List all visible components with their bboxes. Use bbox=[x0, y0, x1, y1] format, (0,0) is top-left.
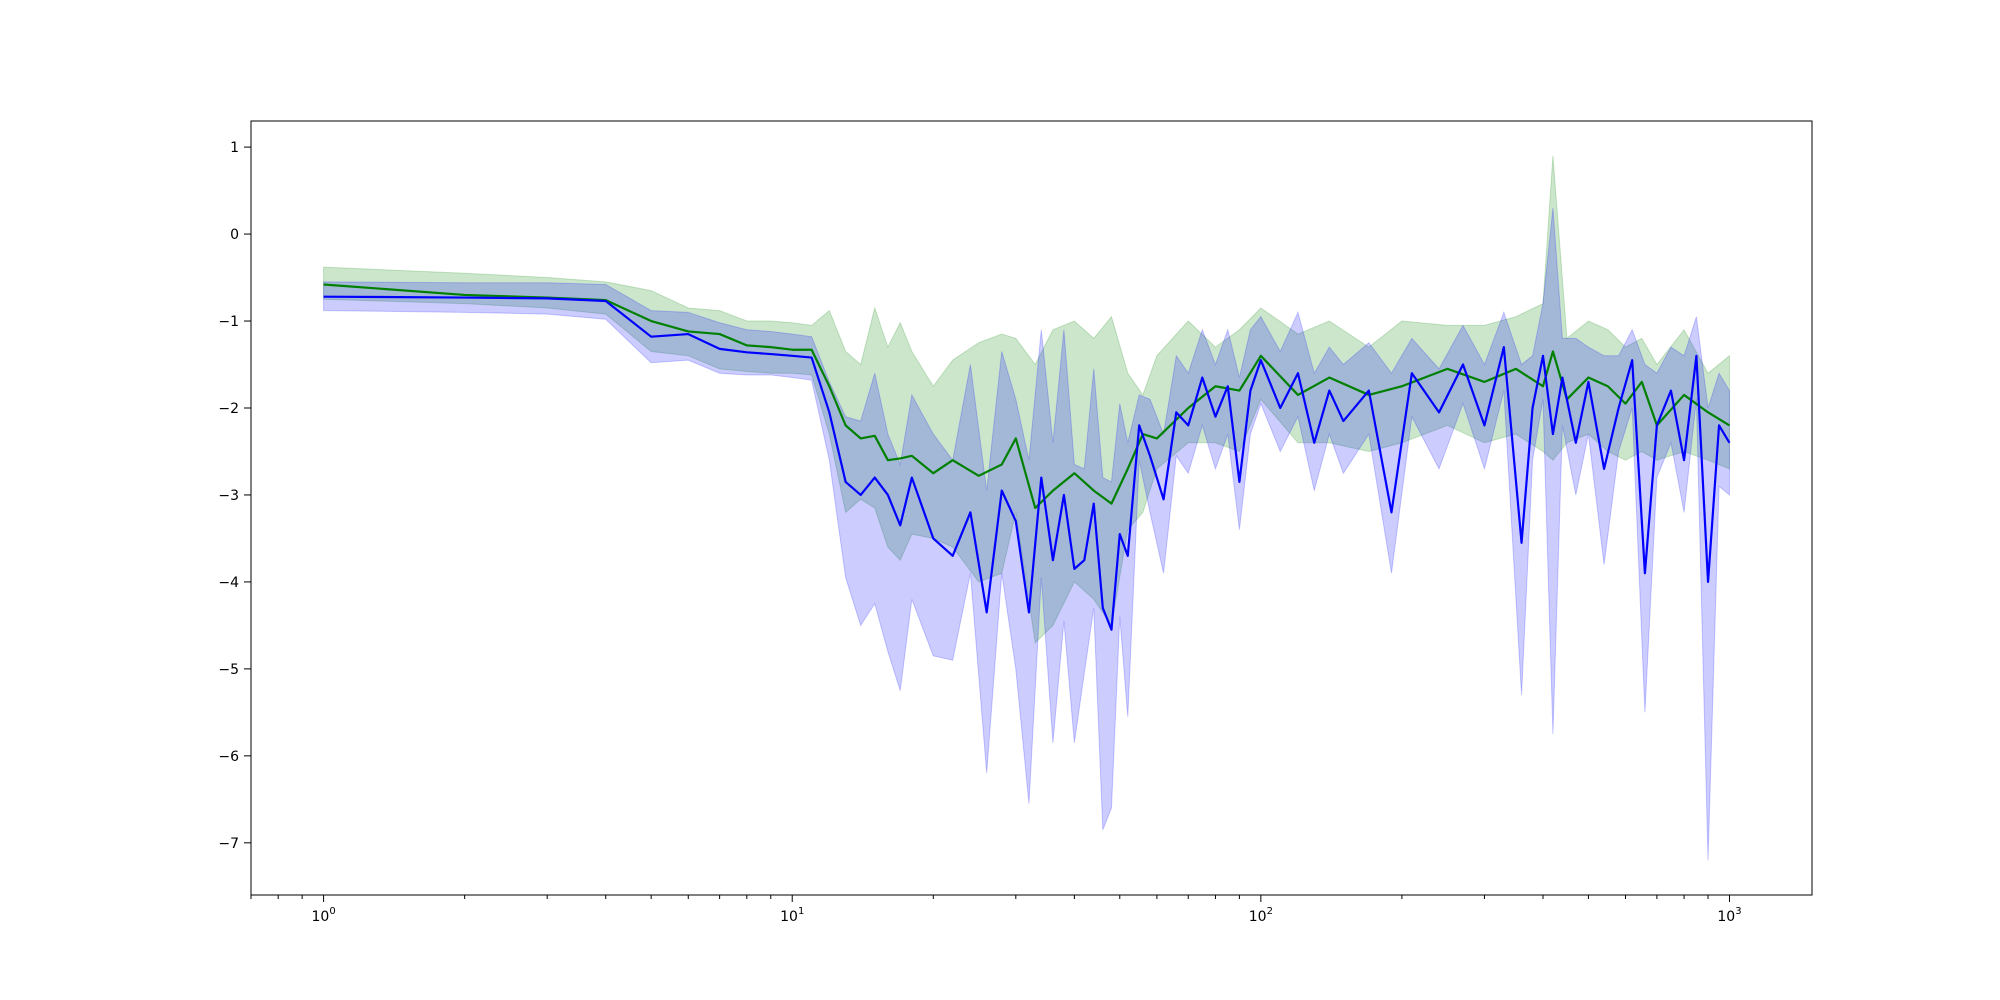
x-tick-label: 101 bbox=[780, 906, 804, 925]
series-2-band bbox=[323, 207, 1730, 861]
y-axis: 1 0 −1 −2 −3 −4 −5 −6 −7 bbox=[218, 140, 251, 852]
plot-area bbox=[251, 121, 1812, 895]
y-tick-label: 1 bbox=[230, 140, 239, 156]
y-tick-label: −1 bbox=[218, 314, 239, 330]
series-1-line bbox=[323, 283, 1731, 510]
y-tick-label: −3 bbox=[218, 488, 239, 504]
y-tick-label: −7 bbox=[218, 836, 239, 852]
x-axis: 100 101 102 103 bbox=[250, 895, 1742, 925]
y-tick-label: −2 bbox=[218, 401, 239, 417]
series-lines bbox=[323, 283, 1731, 631]
y-tick-label: −6 bbox=[218, 749, 239, 765]
y-tick-label: −4 bbox=[218, 575, 239, 591]
plot-frame bbox=[250, 120, 1813, 896]
series-1-band bbox=[323, 155, 1730, 644]
y-tick-label: 0 bbox=[230, 227, 239, 243]
x-tick-label: 102 bbox=[1249, 906, 1273, 925]
x-tick-label: 100 bbox=[311, 906, 335, 925]
confidence-bands bbox=[323, 155, 1730, 861]
y-tick-label: −5 bbox=[218, 662, 239, 678]
x-tick-label: 103 bbox=[1717, 906, 1741, 925]
series-2-line bbox=[323, 295, 1731, 631]
